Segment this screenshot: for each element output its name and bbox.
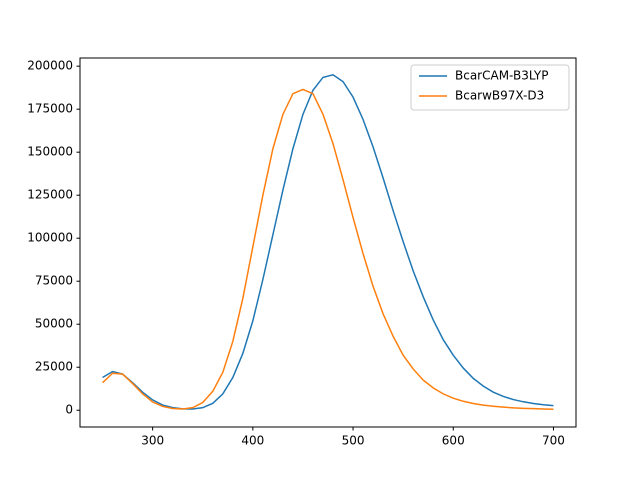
y-tick-label: 175000 — [27, 102, 73, 116]
x-tick-label: 600 — [442, 434, 465, 448]
y-tick-label: 150000 — [27, 145, 73, 159]
x-tick-label: 300 — [141, 434, 164, 448]
x-tick-label: 400 — [241, 434, 264, 448]
y-tick-label: 25000 — [35, 360, 73, 374]
y-tick-label: 200000 — [27, 59, 73, 73]
y-tick-label: 0 — [65, 403, 73, 417]
x-tick-label: 700 — [542, 434, 565, 448]
y-tick-label: 100000 — [27, 231, 73, 245]
y-tick-label: 75000 — [35, 274, 73, 288]
legend-label: BcarwB97X-D3 — [455, 89, 544, 103]
legend-label: BcarCAM-B3LYP — [455, 69, 549, 83]
axes-frame — [79, 57, 577, 428]
legend-box — [410, 64, 570, 111]
line-series — [102, 88, 554, 410]
y-tick-label: 50000 — [35, 317, 73, 331]
x-tick-label: 500 — [342, 434, 365, 448]
y-tick-label: 125000 — [27, 188, 73, 202]
